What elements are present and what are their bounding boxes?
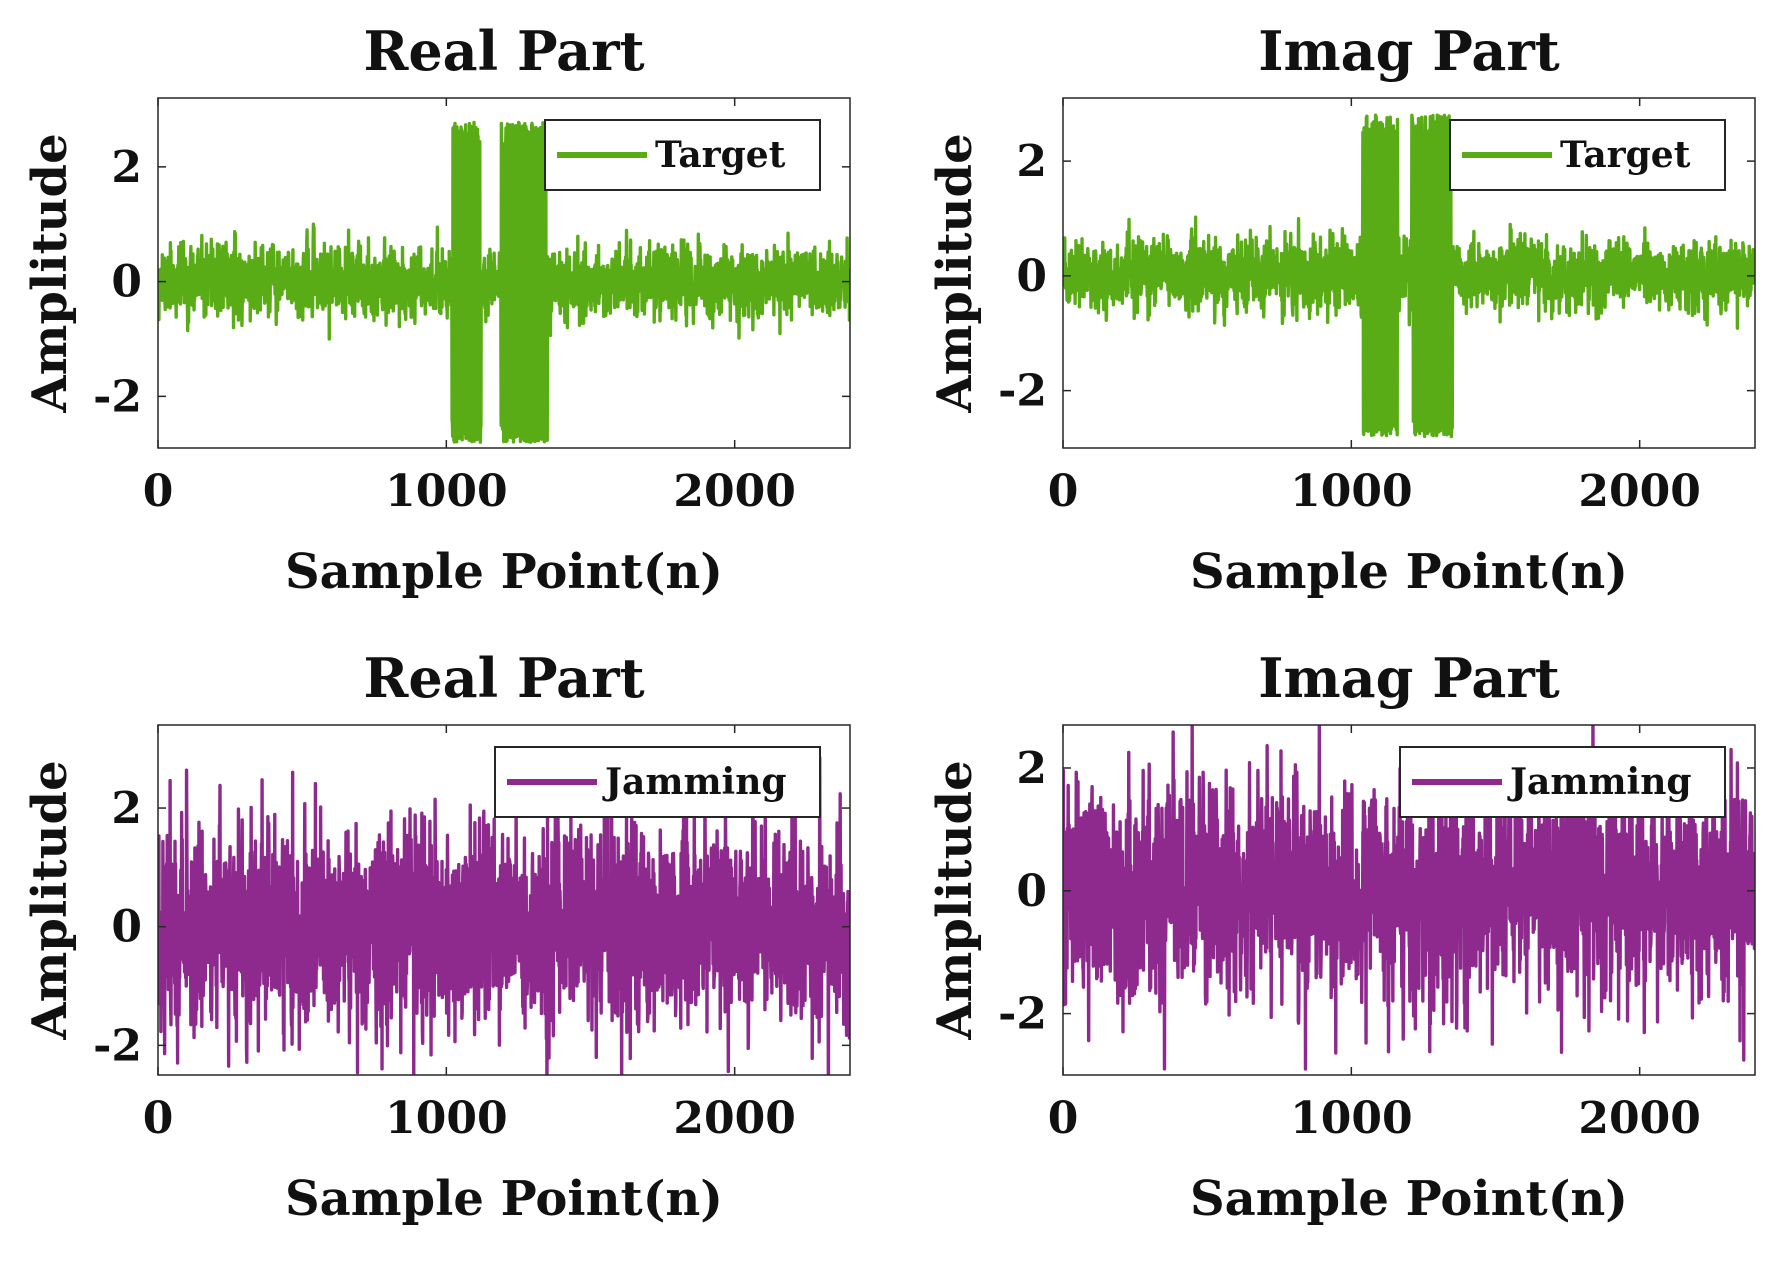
y-tick-label: 0 bbox=[1016, 866, 1047, 917]
legend-label: Jamming bbox=[602, 761, 787, 803]
x-axis-label: Sample Point(n) bbox=[1190, 1171, 1628, 1227]
x-tick-label: 2000 bbox=[673, 1093, 795, 1144]
x-axis-label: Sample Point(n) bbox=[285, 1171, 723, 1227]
x-tick-label: 0 bbox=[143, 466, 174, 517]
y-axis-label: Amplitude bbox=[22, 760, 78, 1040]
axes-box bbox=[157, 97, 851, 449]
x-tick-label: 1000 bbox=[1290, 466, 1412, 517]
y-tick-label: 0 bbox=[111, 902, 142, 953]
series-line-target bbox=[158, 120, 850, 444]
chart-title: Real Part bbox=[363, 646, 644, 710]
x-tick-label: 0 bbox=[1048, 466, 1079, 517]
chart-title: Imag Part bbox=[1258, 19, 1560, 83]
legend: Jamming bbox=[494, 746, 821, 818]
x-tick-label: 1000 bbox=[1290, 1093, 1412, 1144]
legend: Jamming bbox=[1399, 746, 1726, 818]
axes-box bbox=[157, 724, 851, 1076]
axes-box bbox=[1062, 724, 1756, 1076]
y-tick-label: 0 bbox=[111, 257, 142, 308]
legend: Target bbox=[1449, 119, 1726, 191]
y-axis-label: Amplitude bbox=[22, 133, 78, 413]
x-axis-label: Sample Point(n) bbox=[1190, 544, 1628, 600]
y-tick-label: -2 bbox=[93, 371, 142, 422]
y-axis-label: Amplitude bbox=[927, 760, 983, 1040]
y-tick-label: 2 bbox=[1016, 743, 1047, 794]
legend-label: Target bbox=[655, 134, 786, 176]
legend-label: Target bbox=[1560, 134, 1691, 176]
x-tick-label: 0 bbox=[1048, 1093, 1079, 1144]
x-axis-label: Sample Point(n) bbox=[285, 544, 723, 600]
y-axis-label: Amplitude bbox=[927, 133, 983, 413]
y-tick-label: -2 bbox=[93, 1020, 142, 1071]
y-tick-label: 2 bbox=[111, 783, 142, 834]
x-tick-label: 2000 bbox=[673, 466, 795, 517]
chart-title: Real Part bbox=[363, 19, 644, 83]
series-line-jamming bbox=[1063, 725, 1755, 1071]
axes-box bbox=[1062, 97, 1756, 449]
x-tick-label: 1000 bbox=[385, 1093, 507, 1144]
y-tick-label: 2 bbox=[111, 142, 142, 193]
y-tick-label: -2 bbox=[998, 989, 1047, 1040]
x-tick-label: 2000 bbox=[1578, 466, 1700, 517]
chart-title: Imag Part bbox=[1258, 646, 1560, 710]
series-line-jamming bbox=[158, 753, 850, 1075]
series-line-target bbox=[1063, 113, 1755, 439]
x-tick-label: 0 bbox=[143, 1093, 174, 1144]
x-tick-label: 2000 bbox=[1578, 1093, 1700, 1144]
y-tick-label: 2 bbox=[1016, 136, 1047, 187]
legend: Target bbox=[544, 119, 821, 191]
y-tick-label: -2 bbox=[998, 366, 1047, 417]
legend-label: Jamming bbox=[1507, 761, 1692, 803]
x-tick-label: 1000 bbox=[385, 466, 507, 517]
subplot-4: 0 1000 2000 -2 0 2 Imag Part Sample Point(n) Amp… bbox=[927, 646, 1756, 1227]
y-tick-label: 0 bbox=[1016, 251, 1047, 302]
